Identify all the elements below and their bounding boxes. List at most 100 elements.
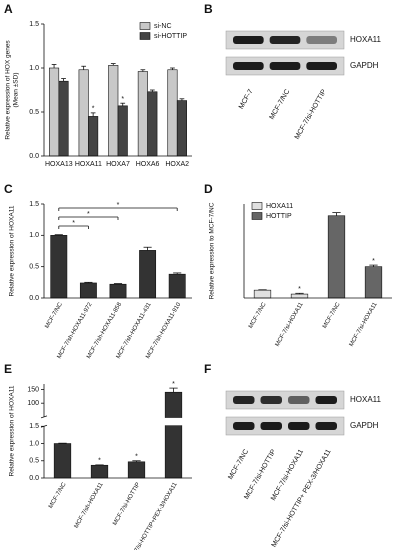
bar	[290, 293, 309, 299]
lane-label: MCF-7/si-HOTTIP	[294, 88, 328, 141]
break-mark	[40, 424, 48, 428]
bar	[168, 273, 186, 299]
x-tick-label: MCF-7/sh-HOXA11-910	[145, 301, 182, 360]
legend-swatch	[139, 32, 151, 40]
panel-letter: C	[4, 182, 13, 196]
legend-label: HOTTIP	[266, 213, 292, 220]
y-axis-label: (Mean ±SD)	[13, 73, 20, 108]
blot-band	[306, 62, 337, 70]
y-axis-label: Relative expression of HOXA11	[9, 385, 16, 476]
blot-band	[288, 422, 310, 430]
y-tick-label: 1.0	[29, 440, 39, 447]
y-tick-label: 0.0	[29, 475, 39, 482]
x-tick-label: MCF-7/sh-HOXA11-972	[57, 301, 94, 360]
bar	[176, 100, 187, 157]
x-tick-label: MCF-7/NC	[248, 301, 268, 329]
significance-star: *	[135, 454, 138, 461]
x-tick-label: MCF-7/sh-HOXA11	[74, 481, 105, 529]
lane-label: MCF-7/si-HOTTIP+ PEX-3/HOXA11	[271, 448, 333, 548]
x-tick-label: HOXA2	[165, 161, 189, 168]
significance-star: *	[98, 458, 101, 465]
significance-star: *	[117, 202, 120, 209]
y-tick-label: 1.5	[29, 21, 39, 28]
x-tick-label: MCF-7/sh-HOXA11-431	[116, 301, 153, 360]
x-tick-label: MCF-7/si-HOXA11	[349, 301, 379, 347]
x-tick-label: MCF-7/NC	[322, 301, 342, 329]
band-label: GAPDH	[350, 61, 379, 70]
x-tick-label: MCF-7/NC	[48, 481, 68, 509]
panel-letter: E	[4, 362, 12, 376]
bar	[127, 461, 146, 479]
bar	[139, 250, 157, 299]
bar	[53, 443, 72, 479]
bar	[49, 67, 60, 157]
bar	[58, 80, 69, 157]
y-tick-label: 1.0	[29, 65, 39, 72]
lane-label: MCF-7/NC	[227, 448, 250, 480]
y-tick-label: 150	[27, 386, 39, 393]
blot-band	[288, 396, 310, 404]
bar	[137, 71, 148, 157]
blot-band	[260, 422, 282, 430]
bar	[117, 105, 128, 157]
legend-label: si-NC	[154, 23, 172, 30]
legend-swatch	[251, 212, 263, 220]
panel-letter: A	[4, 2, 13, 16]
y-tick-label: 1.0	[29, 232, 39, 239]
x-tick-label: HOXA7	[106, 161, 130, 168]
lane-label: MCF-7/NC	[269, 88, 292, 120]
bar	[78, 69, 89, 157]
significance-star: *	[172, 381, 175, 388]
x-tick-label: MCF-7/si-HOXA11	[275, 301, 305, 347]
blot-band	[233, 62, 264, 70]
y-tick-label: 0.5	[29, 109, 39, 116]
y-tick-label: 0.0	[29, 295, 39, 302]
x-tick-label: HOXA13	[45, 161, 73, 168]
blot-band	[315, 422, 337, 430]
blot-band	[260, 396, 282, 404]
axis-break	[40, 417, 192, 426]
bar	[167, 69, 178, 157]
bar	[253, 289, 272, 299]
blot-band	[315, 396, 337, 404]
legend-swatch	[139, 22, 151, 30]
bar	[364, 266, 383, 299]
y-tick-label: 0.0	[29, 153, 39, 160]
significance-star: *	[121, 96, 124, 103]
blot-band	[269, 36, 301, 44]
blot-band	[233, 422, 255, 430]
y-axis-label: Relative expression to MCF-7/NC	[209, 202, 216, 299]
significance-star: *	[87, 211, 90, 218]
bar	[108, 65, 119, 157]
band-label: HOXA11	[350, 395, 382, 404]
x-tick-label: MCF-7/si-HOTTIP	[112, 482, 141, 527]
bar	[109, 283, 127, 299]
lane-label: MCF-7	[238, 88, 255, 110]
bar	[50, 235, 68, 299]
y-tick-label: 0.5	[29, 458, 39, 465]
blot-band	[269, 62, 301, 70]
panel-letter: F	[204, 362, 211, 376]
bar	[147, 91, 158, 157]
panel-letter: D	[204, 182, 213, 196]
y-tick-label: 100	[27, 400, 39, 407]
y-tick-label: 0.5	[29, 264, 39, 271]
x-tick-label: HOXA6	[136, 161, 160, 168]
bar	[90, 464, 109, 479]
y-tick-label: 1.5	[29, 201, 39, 208]
break-mark	[40, 415, 48, 419]
legend-label: si-HOTTIP	[154, 33, 187, 40]
bar	[164, 391, 183, 479]
blot-band	[233, 36, 264, 44]
x-tick-label: HOXA11	[75, 161, 102, 168]
significance-star: *	[72, 220, 75, 227]
x-tick-label: MCF-7/sh-HOXA11-858	[86, 301, 123, 360]
significance-star: *	[298, 286, 301, 293]
y-axis-label: Relative expression of HOXA11	[9, 205, 16, 296]
blot-strip	[225, 390, 345, 410]
bar	[88, 116, 99, 157]
blot-band	[306, 36, 337, 44]
x-tick-label: MCF-7/NC	[44, 301, 64, 329]
y-axis-label: Relative expression of HOX genes	[5, 40, 12, 140]
